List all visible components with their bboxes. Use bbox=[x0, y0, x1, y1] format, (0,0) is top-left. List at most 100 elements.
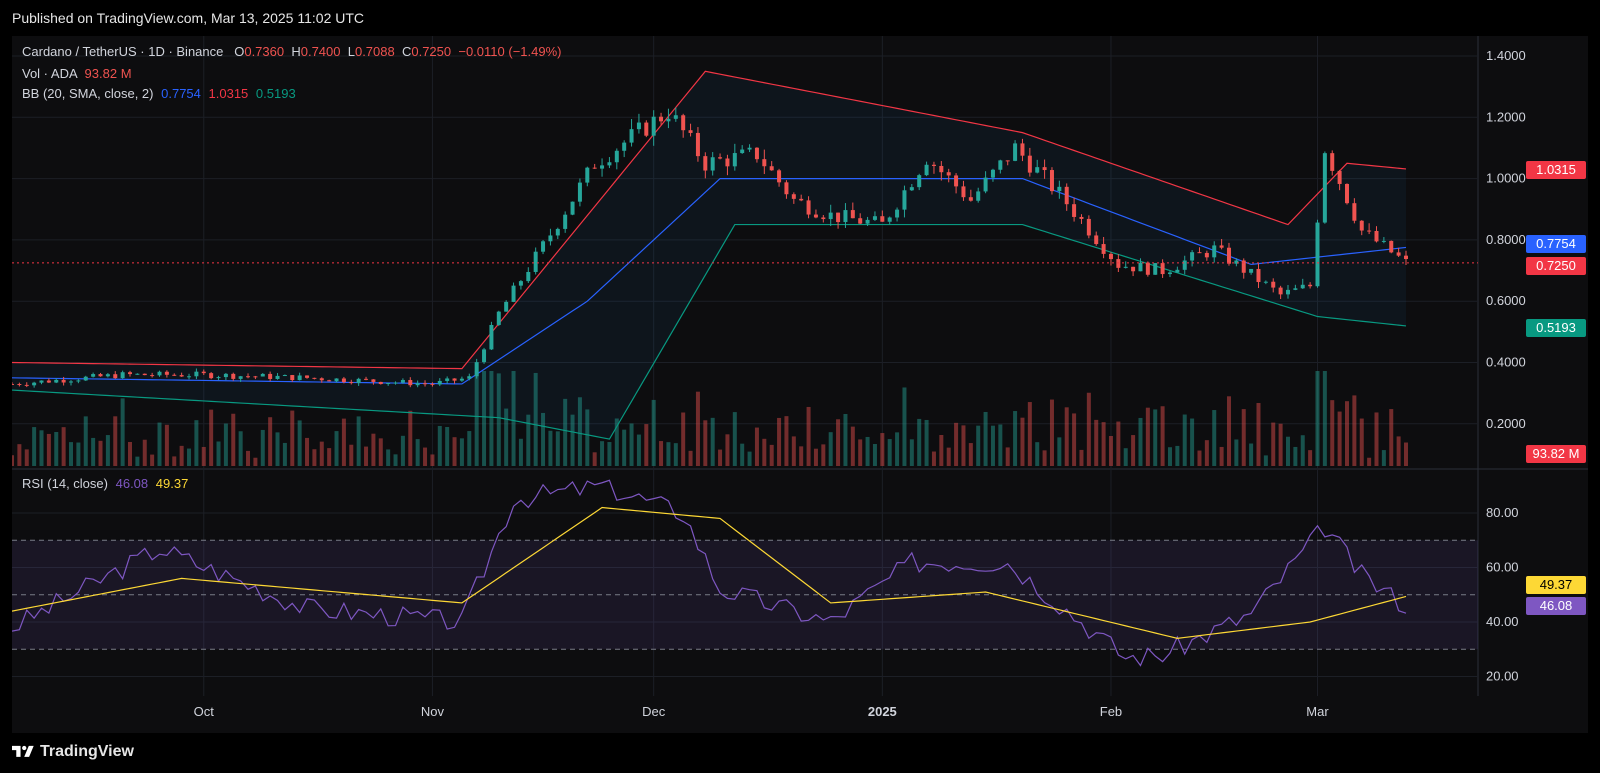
volume-bar bbox=[371, 433, 376, 466]
volume-bar bbox=[1322, 371, 1327, 466]
candle-body bbox=[917, 175, 922, 188]
candle-body bbox=[703, 156, 708, 171]
candle-body bbox=[577, 182, 582, 202]
candle-body bbox=[518, 281, 523, 286]
symbol-legend[interactable]: Cardano / TetherUS · 1D · Binance O0.736… bbox=[22, 44, 561, 59]
volume-bar bbox=[1101, 422, 1106, 466]
candle-body bbox=[976, 191, 981, 201]
candle-body bbox=[1160, 263, 1165, 275]
candle-body bbox=[1322, 153, 1327, 223]
tradingview-brand[interactable]: TradingView bbox=[40, 743, 134, 760]
candle-body bbox=[511, 285, 516, 302]
volume-legend[interactable]: Vol · ADA 93.82 M bbox=[22, 66, 132, 81]
candle-body bbox=[754, 147, 759, 160]
candle-body bbox=[98, 374, 103, 377]
candle-body bbox=[386, 383, 391, 385]
bb-band-fill bbox=[12, 71, 1406, 440]
volume-bar bbox=[828, 432, 833, 466]
candle-body bbox=[83, 376, 88, 381]
candle-body bbox=[1042, 167, 1047, 171]
volume-bar bbox=[12, 455, 14, 466]
volume-bar bbox=[917, 418, 922, 466]
candle-body bbox=[1315, 222, 1320, 287]
candle-body bbox=[1285, 289, 1290, 295]
candle-body bbox=[710, 157, 715, 171]
ohlc-h-label: H bbox=[291, 44, 301, 59]
volume-bar bbox=[91, 437, 96, 466]
rsi-ma-value: 49.37 bbox=[155, 476, 189, 491]
volume-bar bbox=[356, 416, 361, 466]
volume-bar bbox=[1057, 437, 1062, 466]
chart-canvas[interactable]: 1.4000 1.2000 1.0000 0.8000 0.6000 0.4000 0.20… bbox=[12, 36, 1588, 733]
chart-area[interactable]: 1.4000 1.2000 1.0000 0.8000 0.6000 0.4000 0.20… bbox=[12, 36, 1588, 733]
volume-label: Vol · ADA bbox=[22, 66, 77, 81]
volume-bar bbox=[105, 435, 110, 466]
volume-bar bbox=[179, 445, 184, 466]
volume-bar bbox=[386, 449, 391, 466]
candle-body bbox=[607, 162, 612, 166]
volume-bar bbox=[784, 416, 789, 466]
rsi-legend[interactable]: RSI (14, close) 46.08 49.37 bbox=[22, 476, 188, 491]
volume-bar bbox=[777, 417, 782, 466]
candle-body bbox=[1293, 288, 1298, 290]
candle-body bbox=[1241, 260, 1246, 273]
candle-body bbox=[489, 324, 494, 350]
volume-bar bbox=[872, 444, 877, 466]
candle-body bbox=[968, 197, 973, 201]
volume-bar bbox=[1234, 439, 1239, 466]
candle-body bbox=[371, 379, 376, 382]
candle-body bbox=[157, 371, 162, 376]
volume-bar bbox=[821, 444, 826, 466]
candle-body bbox=[327, 380, 332, 382]
volume-bar bbox=[548, 430, 553, 466]
candle-body bbox=[1020, 143, 1025, 156]
symbol-title[interactable]: Cardano / TetherUS · 1D · Binance bbox=[22, 44, 224, 59]
candle-body bbox=[474, 362, 479, 377]
volume-bar bbox=[268, 417, 273, 466]
candle-body bbox=[223, 373, 228, 378]
volume-bar bbox=[142, 439, 147, 466]
volume-bar bbox=[799, 446, 804, 466]
candle-body bbox=[437, 380, 442, 385]
bb-legend[interactable]: BB (20, SMA, close, 2) 0.7754 1.0315 0.5… bbox=[22, 86, 296, 101]
candle-body bbox=[990, 169, 995, 178]
candle-body bbox=[644, 122, 649, 136]
tradingview-logo-icon[interactable] bbox=[12, 742, 34, 762]
volume-bar bbox=[1344, 401, 1349, 466]
candle-body bbox=[238, 376, 243, 379]
volume-bar bbox=[1153, 409, 1158, 466]
volume-bar bbox=[1072, 413, 1077, 466]
candle-body bbox=[1005, 160, 1010, 162]
candle-body bbox=[1190, 252, 1195, 261]
candle-body bbox=[1086, 218, 1091, 236]
price-axis-label: 0.2000 bbox=[1486, 416, 1526, 431]
candle-body bbox=[791, 194, 796, 199]
candle-body bbox=[46, 380, 51, 383]
volume-bar bbox=[659, 441, 664, 466]
candle-body bbox=[806, 200, 811, 215]
candle-body bbox=[1072, 204, 1077, 217]
candle-body bbox=[61, 379, 66, 383]
candle-body bbox=[282, 375, 287, 377]
candle-body bbox=[1049, 170, 1054, 192]
volume-bar bbox=[1300, 435, 1305, 466]
candle-body bbox=[76, 380, 81, 382]
candle-body bbox=[1271, 281, 1276, 288]
candle-body bbox=[570, 201, 575, 215]
volume-bar bbox=[1042, 450, 1047, 466]
candle-body bbox=[496, 311, 501, 325]
bb-basis-value: 0.7754 bbox=[161, 86, 201, 101]
candle-body bbox=[1234, 260, 1239, 264]
volume-bar bbox=[157, 422, 162, 466]
volume-bar bbox=[504, 408, 509, 466]
candle-body bbox=[400, 380, 405, 383]
candle-body bbox=[1212, 245, 1217, 258]
candle-body bbox=[1263, 281, 1268, 283]
volume-bar bbox=[710, 417, 715, 466]
volume-bar bbox=[290, 410, 295, 466]
volume-bar bbox=[76, 442, 81, 466]
bb-upper-value: 1.0315 bbox=[208, 86, 249, 101]
volume-bar bbox=[695, 391, 700, 466]
volume-bar bbox=[400, 435, 405, 466]
candle-body bbox=[1389, 240, 1394, 253]
